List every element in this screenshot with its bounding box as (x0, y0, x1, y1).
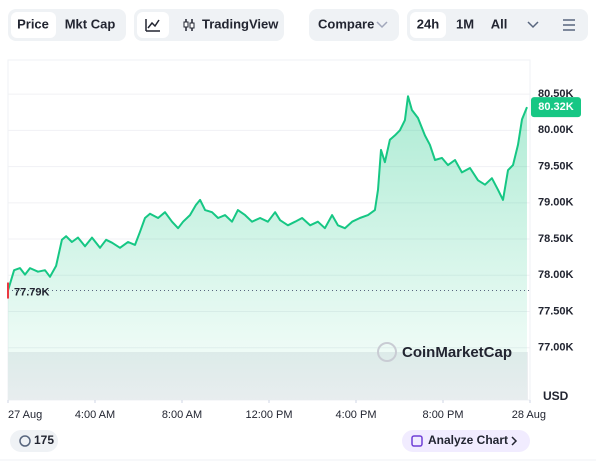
current-price-tag (531, 97, 581, 118)
x-tick-label: 4:00 AM (75, 409, 115, 421)
settings-icon[interactable] (563, 19, 575, 31)
range-24h-bg[interactable] (410, 12, 446, 38)
comments-pill[interactable] (10, 430, 58, 452)
range-24h[interactable]: 24h (417, 16, 439, 31)
y-tick-label: 77.50K (538, 305, 574, 317)
range-chevron[interactable] (527, 21, 539, 29)
currency-label: USD (543, 389, 569, 403)
compare-bg (309, 9, 399, 41)
compare-button[interactable]: Compare (318, 16, 374, 31)
chart-type-group (134, 9, 284, 41)
analyze-icon (411, 435, 423, 447)
price-line (7, 95, 528, 291)
analyze-chevron (511, 436, 518, 446)
y-tick-label: 77.00K (538, 342, 574, 354)
tradingview-button[interactable]: TradingView (202, 16, 279, 31)
plot: 77.79K (7, 95, 530, 400)
history-icon (19, 435, 31, 447)
analyze-button[interactable]: Analyze Chart (428, 433, 508, 447)
open-price-label: 77.79K (14, 286, 50, 298)
x-tick-label: 8:00 AM (162, 409, 202, 421)
tv-icon-part (189, 22, 195, 29)
y-tick-label: 78.50K (538, 233, 574, 245)
y-tick-label: 78.00K (538, 269, 574, 281)
open-price-marker (7, 282, 9, 299)
y-tick-label: 79.00K (538, 197, 574, 209)
range-all[interactable]: All (491, 16, 508, 31)
analyze-pill[interactable] (402, 430, 530, 452)
x-tick-label: 4:00 PM (336, 409, 377, 421)
x-tick-label: 12:00 PM (245, 409, 292, 421)
x-tick-label: 8:00 PM (423, 409, 464, 421)
current-price-label: 80.32K (538, 101, 574, 113)
watermark: CoinMarketCap (402, 344, 512, 361)
range-group (407, 9, 588, 41)
axes: 77.00K 77.50K 78.00K 78.50K 79.00K 79.50K 80.0… (7, 88, 581, 421)
range-1m[interactable]: 1M (456, 16, 474, 31)
x-tick-label: 28 Aug (512, 409, 546, 421)
y-tick-label: 80.00K (538, 124, 574, 136)
price-area (8, 96, 527, 400)
chevron (376, 21, 388, 29)
tv-icon-part (183, 21, 189, 28)
comments-count[interactable]: 175 (34, 433, 54, 447)
watermark-logo (377, 342, 397, 362)
price-tab[interactable]: Price (17, 16, 49, 31)
price-tab-bg[interactable] (11, 12, 56, 38)
line-icon (145, 19, 160, 32)
x-tick-label: 27 Aug (8, 409, 42, 421)
y-tick-label: 80.50K (538, 88, 574, 100)
y-tick-label: 79.50K (538, 160, 574, 172)
mktcap-tab[interactable]: Mkt Cap (65, 16, 116, 31)
